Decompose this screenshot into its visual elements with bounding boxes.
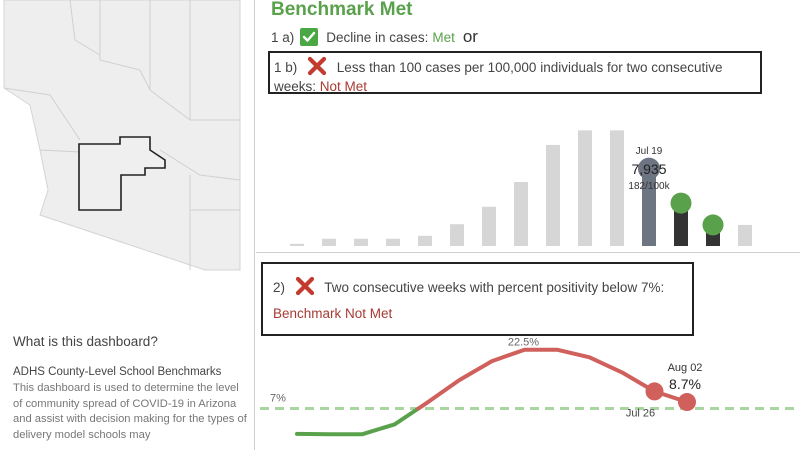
lollipop-head[interactable] [702, 214, 724, 236]
criterion-1a: 1 a) Decline in cases: Met or [271, 27, 478, 47]
arizona-county-map[interactable] [0, 0, 245, 272]
criterion-1b: 1 b) Less than 100 cases per 100,000 ind… [268, 51, 762, 94]
bar[interactable] [290, 243, 304, 246]
percent-positivity-chart: 7% 22.5% Jul 26 Aug 02 8.7% [260, 337, 800, 437]
info-heading: What is this dashboard? [13, 334, 158, 349]
county-borders [3, 0, 241, 270]
x-icon [307, 56, 327, 76]
threshold-label: 7% [270, 392, 286, 404]
left-pane: What is this dashboard? ADHS County-Leve… [0, 0, 252, 450]
criterion-1a-status: Met [432, 29, 455, 45]
positivity-line-below-threshold [295, 406, 421, 437]
highlight-rate-label: 182/100k [628, 181, 670, 192]
criterion-1b-status: Not Met [319, 79, 368, 94]
bar[interactable] [386, 238, 400, 246]
lollipop-stem[interactable] [642, 169, 656, 246]
arizona-map-svg [3, 0, 241, 271]
criterion-2-status: Benchmark Not Met [273, 306, 393, 321]
point-date-label: Aug 02 [668, 362, 703, 374]
bar[interactable] [514, 182, 528, 246]
bar[interactable] [482, 206, 496, 246]
bar[interactable] [578, 130, 592, 246]
lollipop-head[interactable] [638, 157, 660, 180]
arizona-outline [3, 0, 241, 271]
data-point[interactable] [645, 382, 664, 401]
x-icon [295, 276, 314, 296]
benchmark-title: Benchmark Met [271, 0, 413, 20]
bar[interactable] [610, 130, 624, 246]
highlight-value-label: 7,935 [631, 161, 666, 177]
highlight-date-label: Jul 19 [636, 146, 663, 157]
criterion-2: 2) Two consecutive weeks with percent po… [261, 262, 694, 336]
info-subtitle: ADHS County-Level School Benchmarks [13, 366, 222, 378]
criterion-1b-label: Less than 100 cases per 100,000 individu… [274, 60, 723, 94]
bar[interactable] [450, 224, 464, 246]
weekly-cases-chart: Jul 19 7,935 182/100k [290, 130, 752, 246]
bar[interactable] [354, 238, 368, 246]
bar[interactable] [418, 235, 432, 246]
peak-label: 22.5% [508, 337, 539, 349]
section-divider [256, 252, 800, 253]
point-value-label: 8.7% [669, 376, 701, 392]
data-point[interactable] [678, 393, 696, 412]
selected-county[interactable] [78, 136, 166, 211]
bar[interactable] [546, 144, 560, 246]
point-date-label: Jul 26 [626, 407, 655, 419]
criterion-2-label: Two consecutive weeks with percent posit… [324, 280, 665, 295]
pane-divider [254, 0, 255, 450]
info-body: This dashboard is used to determine the … [13, 382, 247, 441]
criterion-1a-label: Decline in cases: [326, 29, 429, 45]
positivity-line-above-threshold [416, 347, 689, 411]
lollipop-head[interactable] [670, 192, 692, 214]
bar[interactable] [738, 224, 752, 246]
criterion-connector: or [462, 27, 478, 46]
criterion-1a-number: 1 a) [271, 29, 295, 45]
lollipop-stem[interactable] [674, 204, 688, 246]
bar[interactable] [322, 238, 336, 246]
criterion-1b-number: 1 b) [274, 60, 298, 75]
check-icon [300, 28, 319, 46]
criterion-2-number: 2) [273, 280, 286, 295]
